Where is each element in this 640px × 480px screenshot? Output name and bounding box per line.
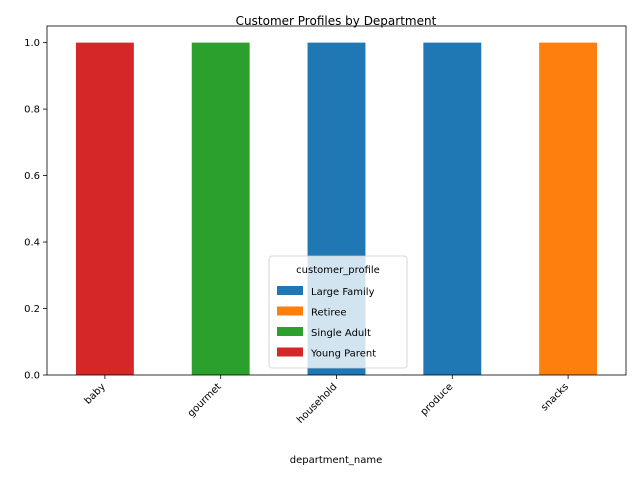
x-tick-label: gourmet [186, 381, 224, 419]
legend-swatch [277, 306, 303, 316]
legend: customer_profile Large Family Retiree Sing… [268, 255, 408, 369]
legend-label: Large Family [311, 287, 375, 298]
bar-snacks-retiree [539, 42, 598, 375]
legend-swatch [277, 286, 303, 295]
x-tick-label: produce [419, 381, 456, 418]
legend-title: customer_profile [296, 265, 380, 276]
y-tick-label: 0.2 [24, 304, 40, 315]
legend-label: Single Adult [311, 328, 371, 339]
y-tick-label: 0.0 [24, 371, 40, 382]
x-axis-title: department_name [290, 455, 383, 466]
bars-group [75, 42, 598, 375]
x-axis: baby gourmet household produce snacks [83, 375, 571, 426]
bar-baby-young-parent [75, 42, 134, 375]
y-axis: 0.0 0.2 0.4 0.6 0.8 1.0 [24, 38, 47, 382]
bar-gourmet-single-adult [191, 42, 250, 375]
chart-title: Customer Profiles by Department [236, 14, 437, 28]
plot-frame [46, 25, 627, 376]
legend-swatch [277, 347, 303, 357]
bar-produce-large-family [423, 42, 482, 375]
y-tick-label: 0.4 [24, 238, 40, 249]
legend-entries: Large Family Retiree Single Adult Young Par… [277, 286, 376, 360]
x-tick-label: household [295, 381, 339, 425]
y-tick-label: 1.0 [24, 38, 40, 49]
y-tick-label: 0.6 [24, 171, 40, 182]
legend-label: Young Parent [310, 349, 376, 360]
legend-swatch [277, 327, 303, 336]
y-tick-label: 0.8 [24, 105, 40, 116]
legend-box [268, 255, 408, 369]
x-tick-label: baby [83, 381, 108, 406]
legend-label: Retiree [311, 308, 347, 319]
x-tick-label: snacks [539, 381, 571, 413]
